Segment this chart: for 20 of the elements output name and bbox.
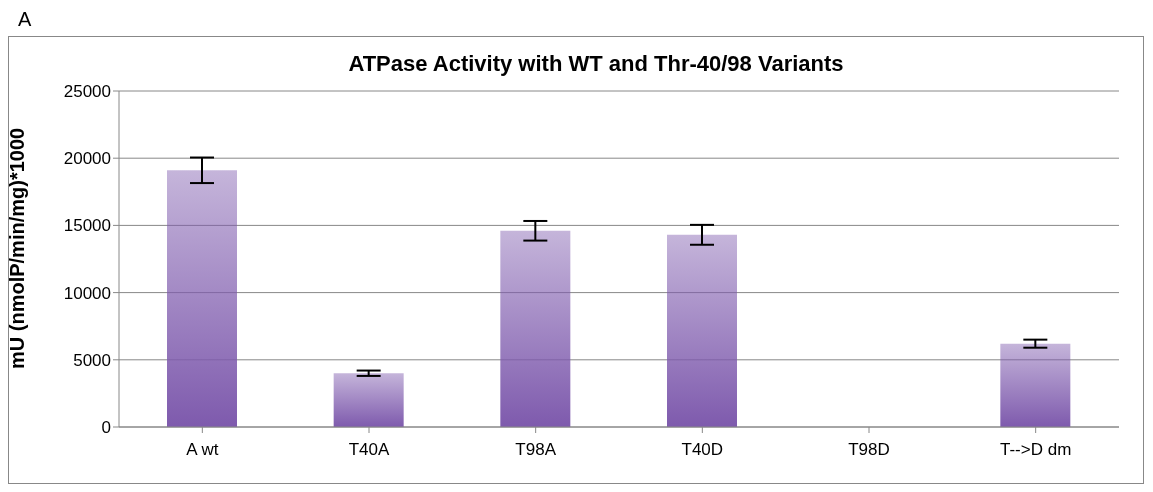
bar — [667, 234, 737, 427]
bar — [333, 373, 404, 427]
x-tick-label: T40A — [348, 440, 390, 460]
y-tick-label: 25000 — [63, 82, 111, 102]
x-tick-label: A wt — [186, 440, 219, 460]
bar — [500, 230, 571, 427]
bar — [1000, 343, 1071, 427]
x-tick-label: T40D — [681, 440, 724, 460]
y-tick-label: 5000 — [73, 350, 111, 370]
chart-title: ATPase Activity with WT and Thr-40/98 Variants — [347, 51, 845, 77]
y-tick-label: 10000 — [63, 283, 111, 303]
x-tick-label: T98D — [848, 440, 890, 460]
y-tick-label: 15000 — [63, 216, 111, 236]
y-tick-label: 20000 — [63, 149, 111, 169]
y-tick-label: 0 — [101, 418, 111, 438]
x-tick-label: T98A — [515, 440, 557, 460]
text: A — [18, 8, 32, 31]
bar — [167, 170, 237, 427]
x-tick-label: T-->D dm — [1000, 440, 1072, 460]
y-axis-title: mU (nmolP/min/mg)*1000 — [6, 127, 29, 369]
